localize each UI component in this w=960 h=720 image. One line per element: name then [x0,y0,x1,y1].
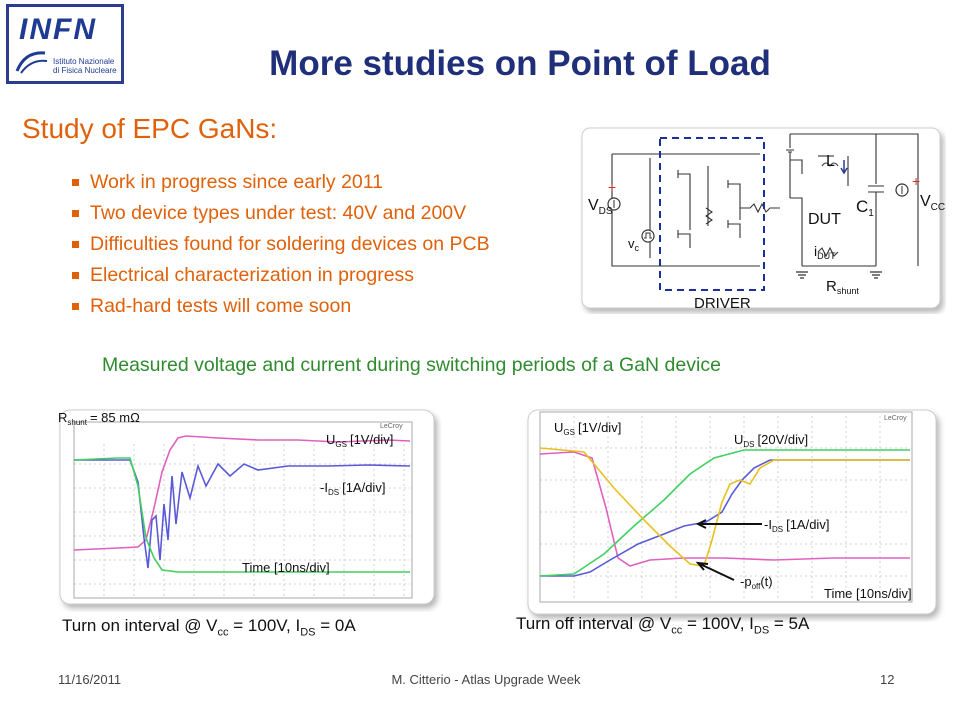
vds-plus: + [608,179,616,195]
vcc-plus: + [912,173,920,189]
time-scale-label: Time [10ns/div] [242,560,330,575]
page-number: 12 [880,672,895,687]
uds-label: UDS [20V/div] [734,432,808,449]
scope-turn-off: UGS [1V/div] LeCroy UDS [20V/div] -IDS [1A/… [514,408,946,622]
logo-swirl-icon [15,51,48,74]
ugs-label: UGS [1V/div] [326,432,393,449]
footer-date: 11/16/2011 [58,672,122,687]
infn-logo: INFN Istituto Nazionale di Fisica Nuclea… [6,4,124,84]
bullet-item: Electrical characterization in progress [72,261,490,292]
turn-on-caption: Turn on interval @ Vcc = 100V, IDS = 0A [62,616,356,639]
driver-label: DRIVER [694,295,751,312]
bullet-item: Two device types under test: 40V and 200… [72,199,490,230]
lecroy-brand: LeCroy [380,423,403,430]
ugs-label: UGS [1V/div] [554,420,621,437]
dut-label: DUT [808,211,841,228]
turn-off-caption: Turn off interval @ Vcc = 100V, IDS = 5A [516,614,810,637]
bullet-item: Rad-hard tests will come soon [72,292,490,323]
logo-subtitle: Istituto Nazionale di Fisica Nucleare [53,57,117,75]
ids-label: -IDS [1A/div] [320,480,385,497]
rshunt-label: Rshunt [826,278,859,296]
lecroy-brand: LeCroy [884,415,907,422]
circuit-diagram: + + VDS vc VCC L C1 DUT iDUT Rshunt DRIV… [578,126,946,314]
inductor-label: L [826,153,835,170]
logo-name: INFN [19,13,97,46]
bullet-list: Work in progress since early 2011 Two de… [72,168,490,323]
footer-author: M. Citterio - Atlas Upgrade Week [391,672,581,687]
scope-turn-on: Rshunt = 85 mΩ LeCroy UGS [1V/div] -IDS [1A… [58,408,442,612]
capacitor-label: C1 [856,197,874,219]
measurement-caption: Measured voltage and current during swit… [102,354,721,376]
rshunt-value: Rshunt = 85 mΩ [58,410,140,427]
ids-label: -IDS [1A/div] [764,517,829,534]
vds-label: VDS [588,197,613,217]
vc-label: vc [628,236,640,253]
idut-label: iDUT [814,243,836,261]
poff-label: -poff(t) [740,574,773,591]
vcc-label: VCC [920,193,945,213]
bullet-item: Difficulties found for soldering devices… [72,230,490,261]
section-heading: Study of EPC GaNs: [22,113,278,144]
slide-title: More studies on Point of Load [269,44,771,83]
bullet-item: Work in progress since early 2011 [72,168,490,199]
time-scale-label: Time [10ns/div] [824,586,912,601]
